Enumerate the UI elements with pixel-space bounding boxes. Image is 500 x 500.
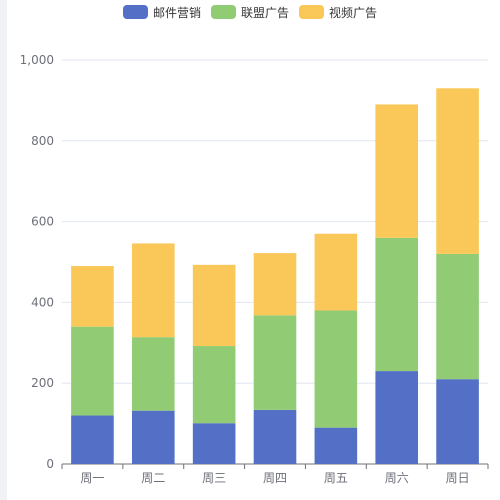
y-tick-label: 200 [31,376,54,390]
bar-segment-union [375,237,419,372]
x-tick-label: 周二 [141,471,165,485]
y-tick-label: 1,000 [20,53,54,67]
bar-segment-video [375,104,419,238]
bar-segment-video [253,253,297,316]
bar-segment-email [253,409,297,464]
left-panel-edge [0,0,7,500]
legend-label-video: 视频广告 [329,5,378,20]
legend-item-email[interactable]: 邮件营销 [122,4,201,21]
y-tick-label: 400 [31,295,54,309]
x-tick-label: 周六 [385,471,409,485]
legend-label-email: 邮件营销 [152,5,201,20]
bar-segment-email [192,423,236,464]
legend-item-video[interactable]: 视频广告 [299,4,377,21]
legend-swatch-union [210,5,236,19]
bar-segment-video [71,266,114,327]
legend-item-union[interactable]: 联盟广告 [210,4,289,21]
legend: 邮件营销 联盟广告 视频广告 [0,2,500,22]
bar-segment-email [375,371,419,464]
bar-segment-union [314,310,358,428]
y-tick-label: 800 [31,134,54,148]
bar-segment-union [192,346,236,424]
bar-segment-email [71,415,114,464]
bar-segment-email [314,427,358,464]
x-tick-label: 周一 [80,471,104,485]
bar-segment-email [436,379,479,464]
bar-segment-video [314,233,358,311]
x-tick-label: 周三 [202,471,226,485]
y-tick-label: 600 [31,215,54,229]
bar-segment-union [436,253,479,380]
legend-label-union: 联盟广告 [240,5,289,20]
bar-segment-union [71,326,114,416]
bar-segment-union [131,337,175,411]
bar-segment-video [192,264,236,347]
bar-segment-union [253,315,297,410]
bar-segment-video [436,88,479,254]
legend-swatch-email [122,5,148,19]
x-tick-label: 周五 [324,471,348,485]
x-tick-label: 周四 [263,471,287,485]
legend-swatch-video [299,5,324,19]
bar-segment-email [131,410,175,464]
y-tick-label: 0 [46,457,54,471]
x-tick-label: 周日 [446,471,470,485]
bar-segment-video [131,243,175,338]
